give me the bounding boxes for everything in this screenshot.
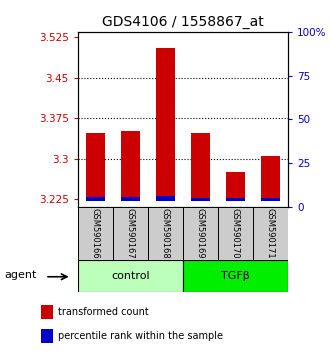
Bar [121,198,140,201]
Bar [226,198,245,201]
Bar [261,198,280,201]
Bar [113,207,148,260]
Title: GDS4106 / 1558867_at: GDS4106 / 1558867_at [102,16,264,29]
Text: transformed count: transformed count [58,307,149,317]
Text: GSM590168: GSM590168 [161,208,170,259]
Bar [183,260,288,292]
Text: agent: agent [4,270,36,280]
Bar [41,305,53,319]
Bar [261,156,280,201]
Text: GSM590170: GSM590170 [231,208,240,259]
Bar [41,329,53,343]
Text: GSM590166: GSM590166 [91,208,100,259]
Bar [191,198,210,201]
Bar [78,207,113,260]
Bar [253,207,288,260]
Text: percentile rank within the sample: percentile rank within the sample [58,331,223,341]
Bar [156,48,175,201]
Text: TGFβ: TGFβ [221,271,250,281]
Text: GSM590169: GSM590169 [196,208,205,259]
Bar [218,207,253,260]
Bar [226,172,245,201]
Bar [156,196,175,201]
Bar [191,133,210,201]
Text: GSM590171: GSM590171 [266,208,275,259]
Bar [86,133,105,201]
Text: control: control [111,271,150,281]
Text: GSM590167: GSM590167 [126,208,135,259]
Bar [78,260,183,292]
Bar [86,198,105,201]
Bar [183,207,218,260]
Bar [148,207,183,260]
Bar [121,131,140,201]
